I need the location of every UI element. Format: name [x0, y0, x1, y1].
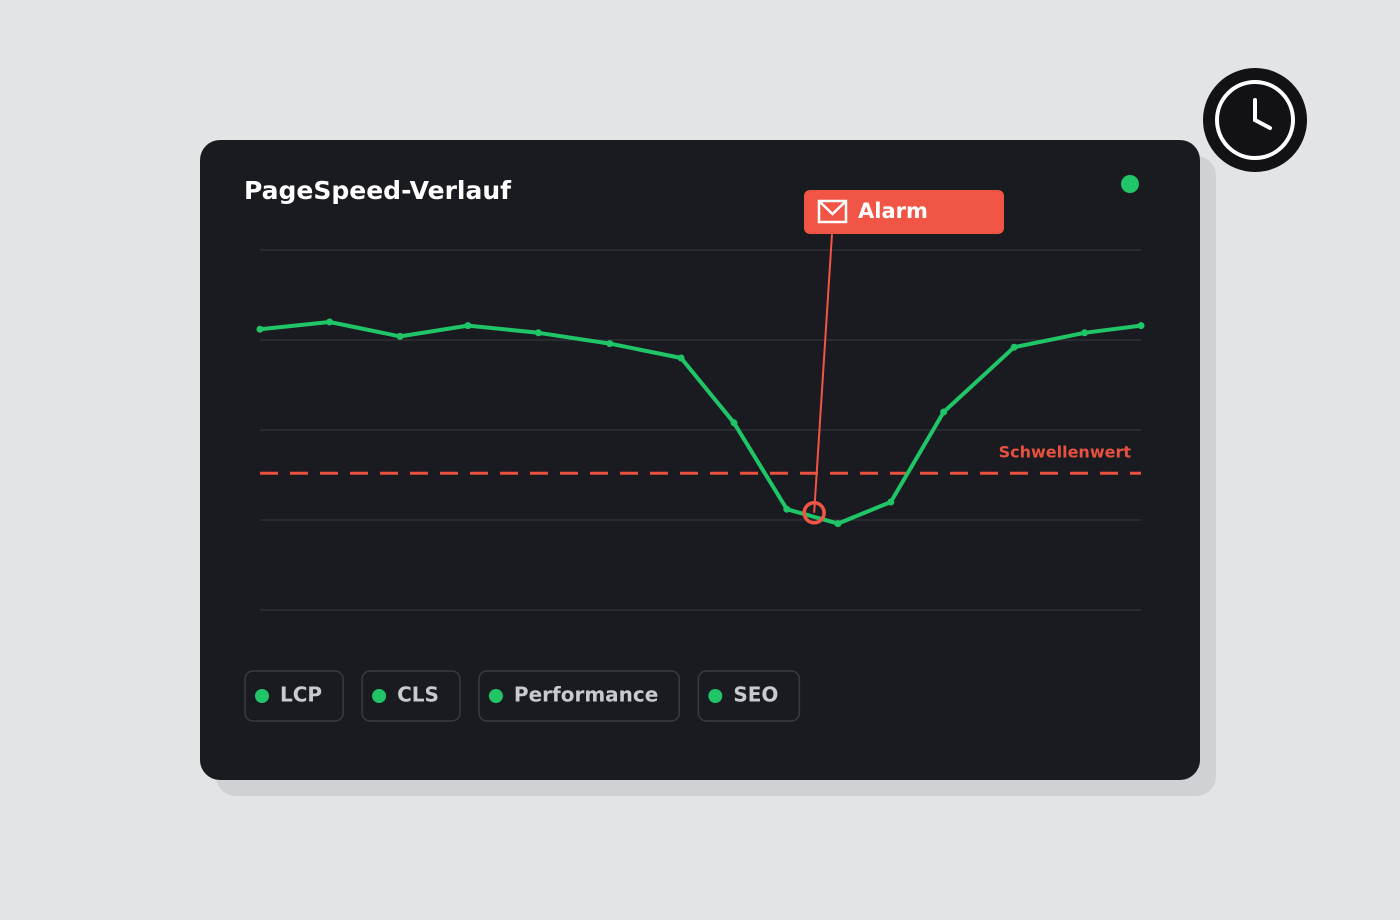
legend-chip	[478, 670, 681, 722]
legend-label: SEO	[733, 683, 778, 707]
data-point	[256, 325, 264, 333]
data-point	[783, 505, 791, 513]
legend-label: CLS	[397, 683, 439, 707]
legend-chip	[361, 670, 461, 722]
legend-dot	[255, 689, 269, 703]
mail-flap	[818, 200, 847, 216]
data-point	[677, 354, 685, 362]
legend-dot	[488, 689, 503, 703]
card	[200, 140, 1200, 780]
legend-dot	[372, 689, 387, 703]
threshold-label: Schwellenwert	[999, 443, 1132, 462]
chart-title: PageSpeed-Verlauf	[244, 176, 512, 205]
data-point	[464, 322, 472, 330]
alarm-label: Alarm	[858, 199, 928, 223]
data-point	[534, 329, 542, 337]
legend-chip	[244, 670, 344, 722]
clock-hands	[1253, 98, 1272, 130]
data-point	[1010, 343, 1018, 351]
legend-dot	[708, 689, 723, 703]
legend-label: LCP	[280, 683, 322, 707]
status-dot	[1121, 175, 1139, 193]
data-point	[1081, 329, 1089, 337]
data-point	[940, 408, 948, 416]
data-point	[834, 520, 842, 528]
alarm-badge	[804, 190, 1004, 234]
clock-face	[1215, 80, 1295, 160]
data-point	[730, 419, 738, 427]
alarm-point	[802, 501, 826, 525]
mail-icon	[817, 199, 848, 224]
data-point	[326, 318, 334, 326]
data-point	[396, 332, 404, 340]
legend-chip	[697, 670, 801, 722]
data-point	[887, 498, 895, 506]
legend-label: Performance	[514, 683, 658, 707]
alarm-connector	[813, 233, 833, 513]
data-point	[1137, 322, 1145, 330]
data-point	[606, 340, 614, 348]
